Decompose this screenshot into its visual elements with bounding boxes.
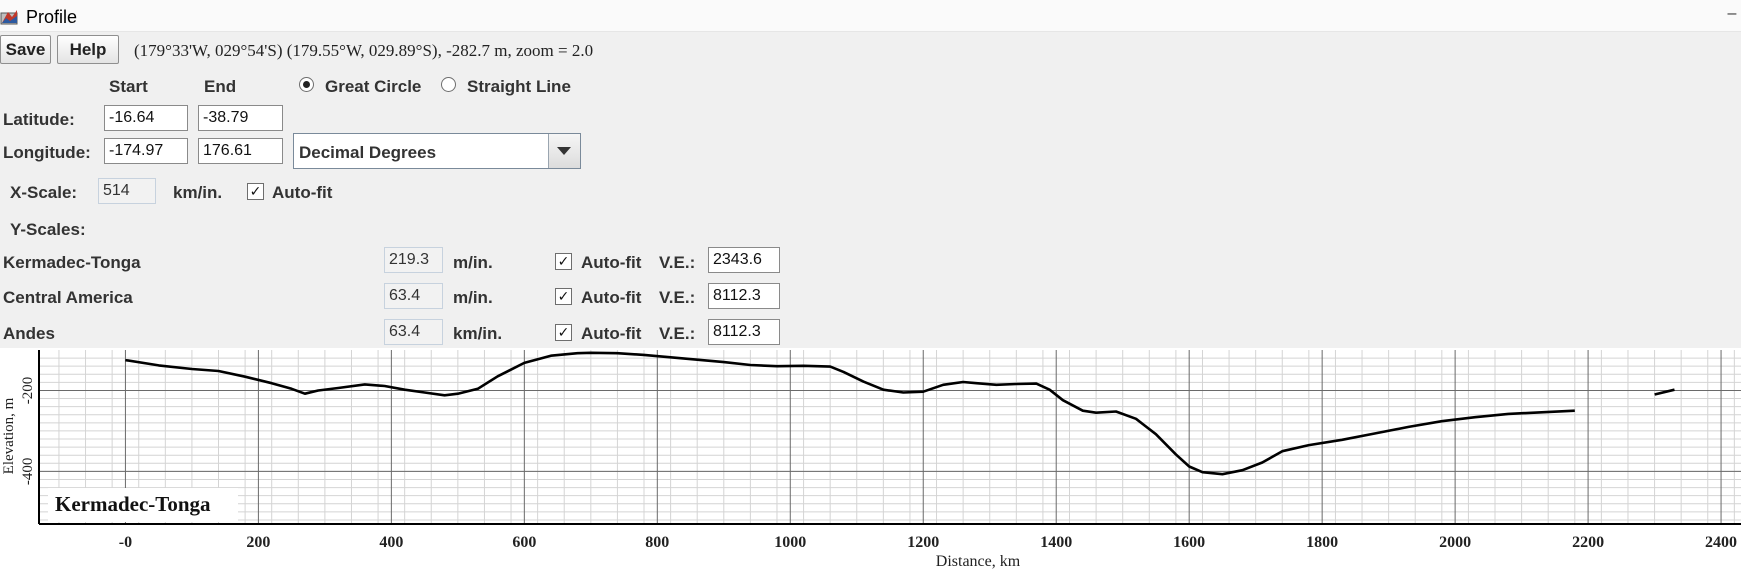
yscale-row-autofit-label[interactable]: Auto-fit bbox=[581, 253, 642, 272]
yscale-row-unit: m/in. bbox=[453, 253, 493, 272]
longitude-start-field[interactable]: -174.97 bbox=[104, 138, 188, 164]
x-tick-label: 1600 bbox=[1173, 534, 1205, 551]
yscale-row-autofit-label[interactable]: Auto-fit bbox=[581, 324, 642, 343]
yscale-row-scale-field[interactable]: 219.3 bbox=[384, 247, 443, 273]
yscale-row-scale-field[interactable]: 63.4 bbox=[384, 283, 443, 309]
x-tick-label: -0 bbox=[119, 534, 132, 551]
yscale-row-ve-field[interactable]: 8112.3 bbox=[708, 319, 780, 345]
x-tick-label: 1800 bbox=[1306, 534, 1338, 551]
yscale-row-ve-label: V.E.: bbox=[659, 288, 696, 307]
chart-title: Kermadec-Tonga bbox=[55, 492, 211, 516]
minimize-button[interactable]: – bbox=[1727, 5, 1737, 22]
x-tick-label: 1000 bbox=[774, 534, 806, 551]
dropdown-arrow-button[interactable] bbox=[548, 134, 580, 168]
yscale-row-unit: m/in. bbox=[453, 288, 493, 307]
chevron-down-icon bbox=[557, 147, 571, 155]
x-tick-label: 1400 bbox=[1040, 534, 1072, 551]
x-tick-label: 2400 bbox=[1705, 534, 1737, 551]
x-scale-field[interactable]: 514 bbox=[98, 178, 156, 204]
x-tick-label: 2200 bbox=[1572, 534, 1604, 551]
window-title: Profile bbox=[26, 7, 78, 27]
profile-series-line bbox=[1654, 388, 1675, 396]
yscale-row-autofit-checkbox[interactable]: ✓ bbox=[555, 324, 572, 341]
chart-title-box bbox=[48, 488, 238, 522]
x-axis-label: Distance, km bbox=[936, 553, 1021, 570]
help-button[interactable]: Help bbox=[57, 35, 119, 64]
yscale-row-name: Kermadec-Tonga bbox=[3, 253, 141, 272]
x-tick-label: 200 bbox=[246, 534, 270, 551]
straight-line-label[interactable]: Straight Line bbox=[467, 77, 571, 96]
great-circle-label[interactable]: Great Circle bbox=[325, 77, 422, 96]
yscale-row-ve-field[interactable]: 2343.6 bbox=[708, 247, 780, 273]
latitude-label: Latitude: bbox=[3, 110, 75, 129]
yscale-row-ve-field[interactable]: 8112.3 bbox=[708, 283, 780, 309]
x-tick-label: 800 bbox=[645, 534, 669, 551]
x-tick-label: 1200 bbox=[907, 534, 939, 551]
end-header: End bbox=[204, 77, 237, 96]
coordinate-format-dropdown[interactable]: Decimal Degrees bbox=[293, 133, 581, 169]
profile-app-icon bbox=[0, 10, 18, 25]
latitude-start-field[interactable]: -16.64 bbox=[104, 105, 188, 131]
x-tick-label: 600 bbox=[512, 534, 536, 551]
save-button[interactable]: Save bbox=[0, 35, 51, 64]
yscale-row-ve-label: V.E.: bbox=[659, 324, 696, 343]
elevation-profile-chart[interactable]: -0 200 400 600 800 1000 1200 1400 1600 1800 2000 22… bbox=[0, 348, 1741, 571]
y-tick-label: -400 bbox=[20, 458, 36, 486]
straight-line-radio[interactable] bbox=[441, 77, 456, 92]
x-tick-label: 2000 bbox=[1439, 534, 1471, 551]
title-bar: Profile – bbox=[0, 0, 1741, 32]
y-tick-label: -200 bbox=[20, 377, 36, 405]
y-scales-header: Y-Scales: bbox=[10, 220, 86, 239]
longitude-label: Longitude: bbox=[3, 143, 91, 162]
yscale-row-scale-field[interactable]: 63.4 bbox=[384, 319, 443, 345]
yscale-row-autofit-checkbox[interactable]: ✓ bbox=[555, 253, 572, 270]
yscale-row-autofit-label[interactable]: Auto-fit bbox=[581, 288, 642, 307]
x-tick-label: 400 bbox=[379, 534, 403, 551]
yscale-row-name: Central America bbox=[3, 288, 133, 307]
x-scale-label: X-Scale: bbox=[10, 183, 78, 202]
latitude-end-field[interactable]: -38.79 bbox=[198, 105, 283, 131]
profile-series-line bbox=[125, 351, 1575, 476]
coordinate-format-value: Decimal Degrees bbox=[299, 143, 437, 162]
great-circle-radio[interactable] bbox=[299, 77, 314, 92]
x-scale-autofit-label[interactable]: Auto-fit bbox=[272, 183, 333, 202]
start-header: Start bbox=[109, 77, 148, 96]
y-axis-label: Elevation, m bbox=[1, 397, 17, 474]
longitude-end-field[interactable]: 176.61 bbox=[198, 138, 283, 164]
x-scale-autofit-checkbox[interactable]: ✓ bbox=[247, 183, 264, 200]
yscale-row-ve-label: V.E.: bbox=[659, 253, 696, 272]
yscale-row-unit: km/in. bbox=[453, 324, 503, 343]
x-scale-unit: km/in. bbox=[173, 183, 223, 202]
yscale-row-autofit-checkbox[interactable]: ✓ bbox=[555, 288, 572, 305]
cursor-coordinates-readout: (179°33'W, 029°54'S) (179.55°W, 029.89°S… bbox=[134, 41, 594, 60]
yscale-row-name: Andes bbox=[3, 324, 55, 343]
